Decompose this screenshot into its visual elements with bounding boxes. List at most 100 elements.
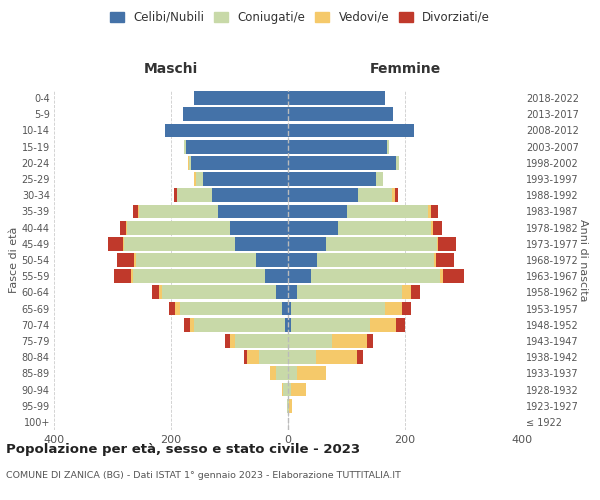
Bar: [126, 220, 127, 234]
Bar: [311, 270, 440, 283]
Bar: [185, 140, 288, 153]
Bar: [288, 188, 358, 202]
Bar: [288, 382, 291, 396]
Bar: [288, 156, 396, 170]
Bar: [367, 334, 373, 348]
Bar: [288, 302, 291, 316]
Text: Maschi: Maschi: [144, 62, 198, 76]
Bar: [235, 237, 288, 250]
Bar: [288, 91, 385, 105]
Bar: [288, 220, 338, 234]
Bar: [180, 302, 282, 316]
Bar: [247, 350, 259, 364]
Bar: [109, 237, 123, 250]
Bar: [188, 156, 189, 170]
Bar: [395, 188, 398, 202]
Bar: [388, 140, 389, 153]
Bar: [288, 237, 326, 250]
Bar: [291, 318, 370, 332]
Bar: [291, 302, 385, 316]
Bar: [169, 302, 175, 316]
Bar: [402, 286, 411, 300]
Bar: [229, 220, 288, 234]
Bar: [358, 188, 392, 202]
Bar: [385, 302, 402, 316]
Bar: [332, 334, 367, 348]
Bar: [288, 366, 297, 380]
Bar: [120, 220, 126, 234]
Bar: [134, 253, 136, 267]
Bar: [288, 253, 317, 267]
Bar: [396, 156, 398, 170]
Bar: [113, 270, 131, 283]
Bar: [370, 318, 396, 332]
Bar: [402, 302, 411, 316]
Bar: [152, 286, 160, 300]
Bar: [433, 220, 442, 234]
Bar: [133, 204, 137, 218]
Bar: [124, 237, 235, 250]
Bar: [291, 382, 305, 396]
Bar: [194, 318, 285, 332]
Bar: [396, 318, 405, 332]
Bar: [123, 237, 124, 250]
Bar: [288, 204, 347, 218]
Bar: [271, 366, 277, 380]
Bar: [165, 124, 288, 138]
Bar: [235, 334, 288, 348]
Bar: [428, 204, 431, 218]
Text: Femmine: Femmine: [370, 62, 440, 76]
Bar: [139, 204, 218, 218]
Bar: [218, 204, 288, 218]
Bar: [288, 399, 289, 412]
Bar: [288, 318, 291, 332]
Bar: [282, 302, 288, 316]
Bar: [190, 318, 194, 332]
Bar: [277, 366, 288, 380]
Bar: [256, 253, 288, 267]
Bar: [288, 286, 297, 300]
Bar: [317, 253, 434, 267]
Bar: [288, 172, 376, 186]
Bar: [443, 270, 464, 283]
Bar: [326, 237, 437, 250]
Legend: Celibi/Nubili, Coniugati/e, Vedovi/e, Divorziati/e: Celibi/Nubili, Coniugati/e, Vedovi/e, Di…: [110, 11, 490, 24]
Bar: [297, 286, 402, 300]
Bar: [127, 220, 229, 234]
Bar: [244, 350, 247, 364]
Bar: [434, 253, 436, 267]
Bar: [175, 302, 180, 316]
Bar: [265, 270, 288, 283]
Bar: [285, 318, 288, 332]
Bar: [297, 366, 326, 380]
Bar: [136, 253, 256, 267]
Bar: [357, 350, 363, 364]
Bar: [376, 172, 383, 186]
Bar: [338, 220, 431, 234]
Bar: [439, 237, 456, 250]
Bar: [316, 350, 357, 364]
Bar: [189, 156, 191, 170]
Bar: [436, 253, 454, 267]
Bar: [131, 270, 133, 283]
Bar: [191, 156, 288, 170]
Bar: [212, 188, 288, 202]
Bar: [182, 108, 288, 121]
Bar: [281, 382, 283, 396]
Bar: [411, 286, 419, 300]
Bar: [347, 204, 428, 218]
Bar: [196, 172, 203, 186]
Bar: [229, 334, 235, 348]
Bar: [116, 253, 134, 267]
Bar: [162, 286, 277, 300]
Text: Fasce di età: Fasce di età: [9, 227, 19, 293]
Bar: [184, 318, 190, 332]
Bar: [440, 270, 443, 283]
Bar: [288, 270, 311, 283]
Bar: [194, 91, 288, 105]
Bar: [133, 270, 265, 283]
Bar: [259, 350, 288, 364]
Bar: [225, 334, 229, 348]
Bar: [288, 124, 414, 138]
Bar: [137, 204, 139, 218]
